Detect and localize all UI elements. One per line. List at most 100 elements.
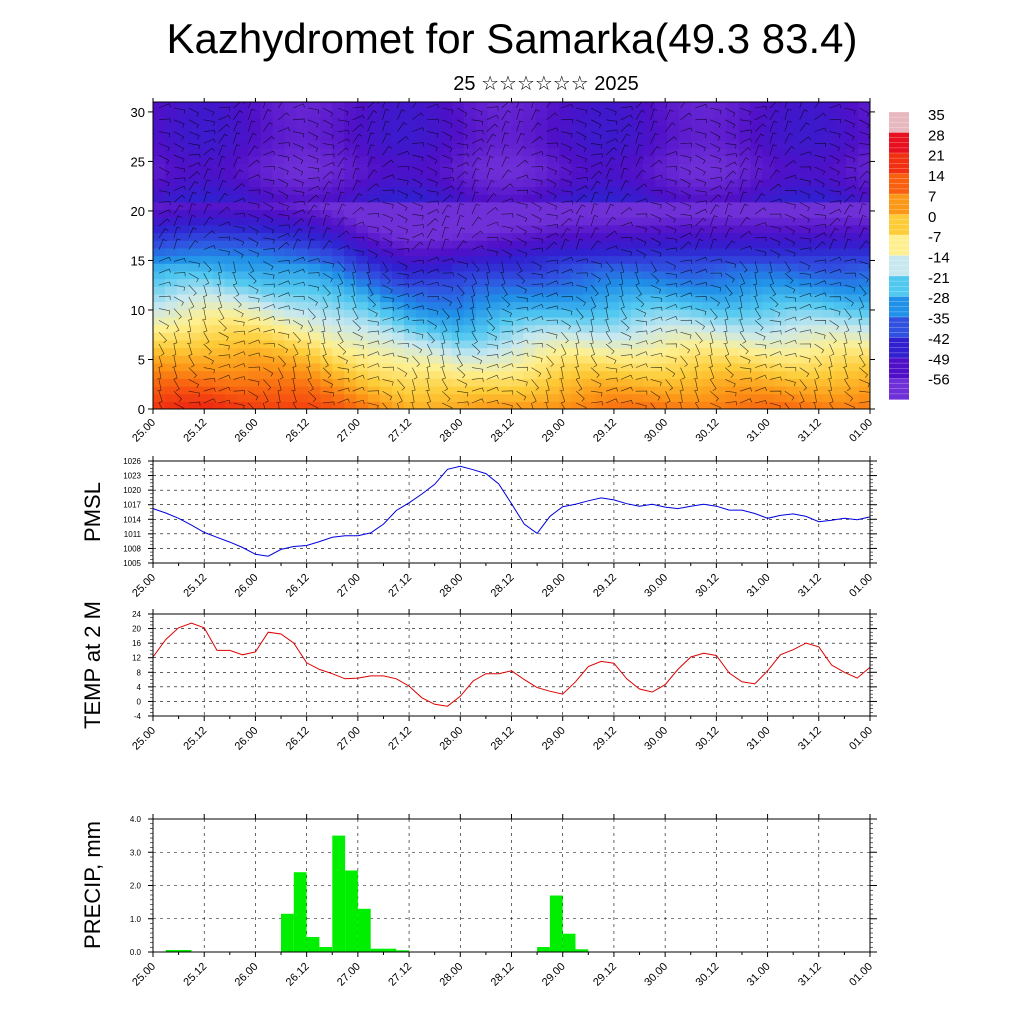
wind-barb xyxy=(427,209,440,215)
wind-barb xyxy=(278,213,290,220)
wind-barb xyxy=(263,343,275,348)
x-tick-label: 01.00 xyxy=(847,961,875,989)
heatmap-cell xyxy=(332,232,345,241)
heatmap-cell xyxy=(415,224,429,234)
wind-barb xyxy=(469,296,475,309)
wind-barb xyxy=(455,320,460,333)
wind-barb xyxy=(456,401,469,406)
wind-barb xyxy=(337,261,346,273)
wind-barb xyxy=(575,308,584,320)
heatmap-cell xyxy=(846,224,859,234)
wind-barb xyxy=(605,332,613,344)
wind-barb xyxy=(367,351,380,357)
heatmap-cell xyxy=(272,263,286,272)
heatmap-cell xyxy=(834,324,847,333)
heatmap-cell xyxy=(403,278,417,287)
wind-barb xyxy=(365,261,371,274)
heatmap-cell xyxy=(153,224,166,234)
heatmap-cell xyxy=(774,171,787,180)
heatmap-cell xyxy=(846,332,859,341)
wind-barb xyxy=(173,131,185,141)
wind-barb xyxy=(739,261,748,273)
heatmap-cell xyxy=(248,370,262,379)
wind-barb xyxy=(321,332,326,344)
heatmap-cell xyxy=(188,247,202,257)
heatmap-cell xyxy=(702,232,716,241)
wind-barb xyxy=(799,178,811,186)
heatmap-cell xyxy=(415,117,429,126)
heatmap-cell xyxy=(595,378,608,387)
heatmap-cell xyxy=(403,270,417,280)
heatmap-cell xyxy=(642,240,656,249)
heatmap-cell xyxy=(332,362,345,372)
heatmap-cell xyxy=(224,263,238,272)
heatmap-cell xyxy=(607,255,620,264)
heatmap-cell xyxy=(631,339,644,349)
heatmap-cell xyxy=(822,316,835,326)
wind-barb xyxy=(546,127,559,132)
heatmap-cell xyxy=(427,339,441,349)
heatmap-cell xyxy=(714,171,728,180)
heatmap-cell xyxy=(619,186,632,195)
heatmap-cell xyxy=(380,140,393,149)
wind-barb xyxy=(561,402,566,409)
heatmap-cell xyxy=(607,178,620,188)
heatmap-cell xyxy=(738,125,752,134)
wind-barb xyxy=(456,143,469,149)
wind-barb xyxy=(173,308,182,320)
heatmap-cell xyxy=(678,109,692,118)
wind-barb xyxy=(695,268,708,274)
wind-barb xyxy=(591,143,603,149)
heatmap-cell xyxy=(678,347,692,356)
heatmap-cell xyxy=(762,286,775,295)
heatmap-cell xyxy=(762,224,775,234)
wind-barb xyxy=(471,216,482,227)
heatmap-cell xyxy=(427,332,441,341)
x-tick-label: 31.12 xyxy=(796,725,824,753)
wind-barb xyxy=(739,168,748,179)
wind-barb xyxy=(605,230,618,239)
heatmap-cell xyxy=(798,102,811,111)
wind-barb xyxy=(158,143,170,152)
heatmap-cell xyxy=(846,163,859,172)
wind-barb xyxy=(799,122,810,132)
wind-barb xyxy=(216,273,221,285)
heatmap-cell xyxy=(475,263,489,272)
heatmap-cell xyxy=(332,155,345,164)
heatmap-cell xyxy=(523,355,536,364)
heatmap-cell xyxy=(284,117,297,126)
wind-barb xyxy=(277,402,280,409)
heatmap-cell xyxy=(296,362,309,372)
wind-barb xyxy=(695,296,707,301)
heatmap-cell xyxy=(356,194,369,203)
wind-barb xyxy=(516,237,527,247)
wind-barb xyxy=(352,320,362,332)
wind-barb xyxy=(173,390,183,402)
wind-barb xyxy=(769,330,782,335)
heatmap-cell xyxy=(786,109,799,118)
heatmap-cell xyxy=(272,109,286,118)
wind-barb xyxy=(784,352,797,358)
heatmap-cell xyxy=(224,270,238,280)
heatmap-cell xyxy=(750,217,764,226)
wind-barb xyxy=(352,296,357,309)
heatmap-cell xyxy=(499,194,513,203)
wind-barb xyxy=(768,261,773,274)
wind-barb xyxy=(605,261,614,273)
heatmap-cell xyxy=(595,171,608,180)
heatmap-cell xyxy=(595,155,608,164)
wind-barb xyxy=(695,178,707,187)
wind-barb xyxy=(233,402,245,409)
heatmap-cell xyxy=(164,293,178,303)
heatmap-cell xyxy=(272,293,286,303)
heatmap-cell xyxy=(631,186,644,195)
heatmap-cell xyxy=(296,194,309,203)
heatmap-cell xyxy=(654,362,668,372)
heatmap-cell xyxy=(654,209,668,218)
wind-barb xyxy=(724,296,731,309)
wind-barb xyxy=(233,296,242,308)
heatmap-cell xyxy=(463,132,477,141)
heatmap-cell xyxy=(822,370,835,379)
heatmap-cell xyxy=(583,232,596,241)
wind-barb xyxy=(337,119,350,126)
